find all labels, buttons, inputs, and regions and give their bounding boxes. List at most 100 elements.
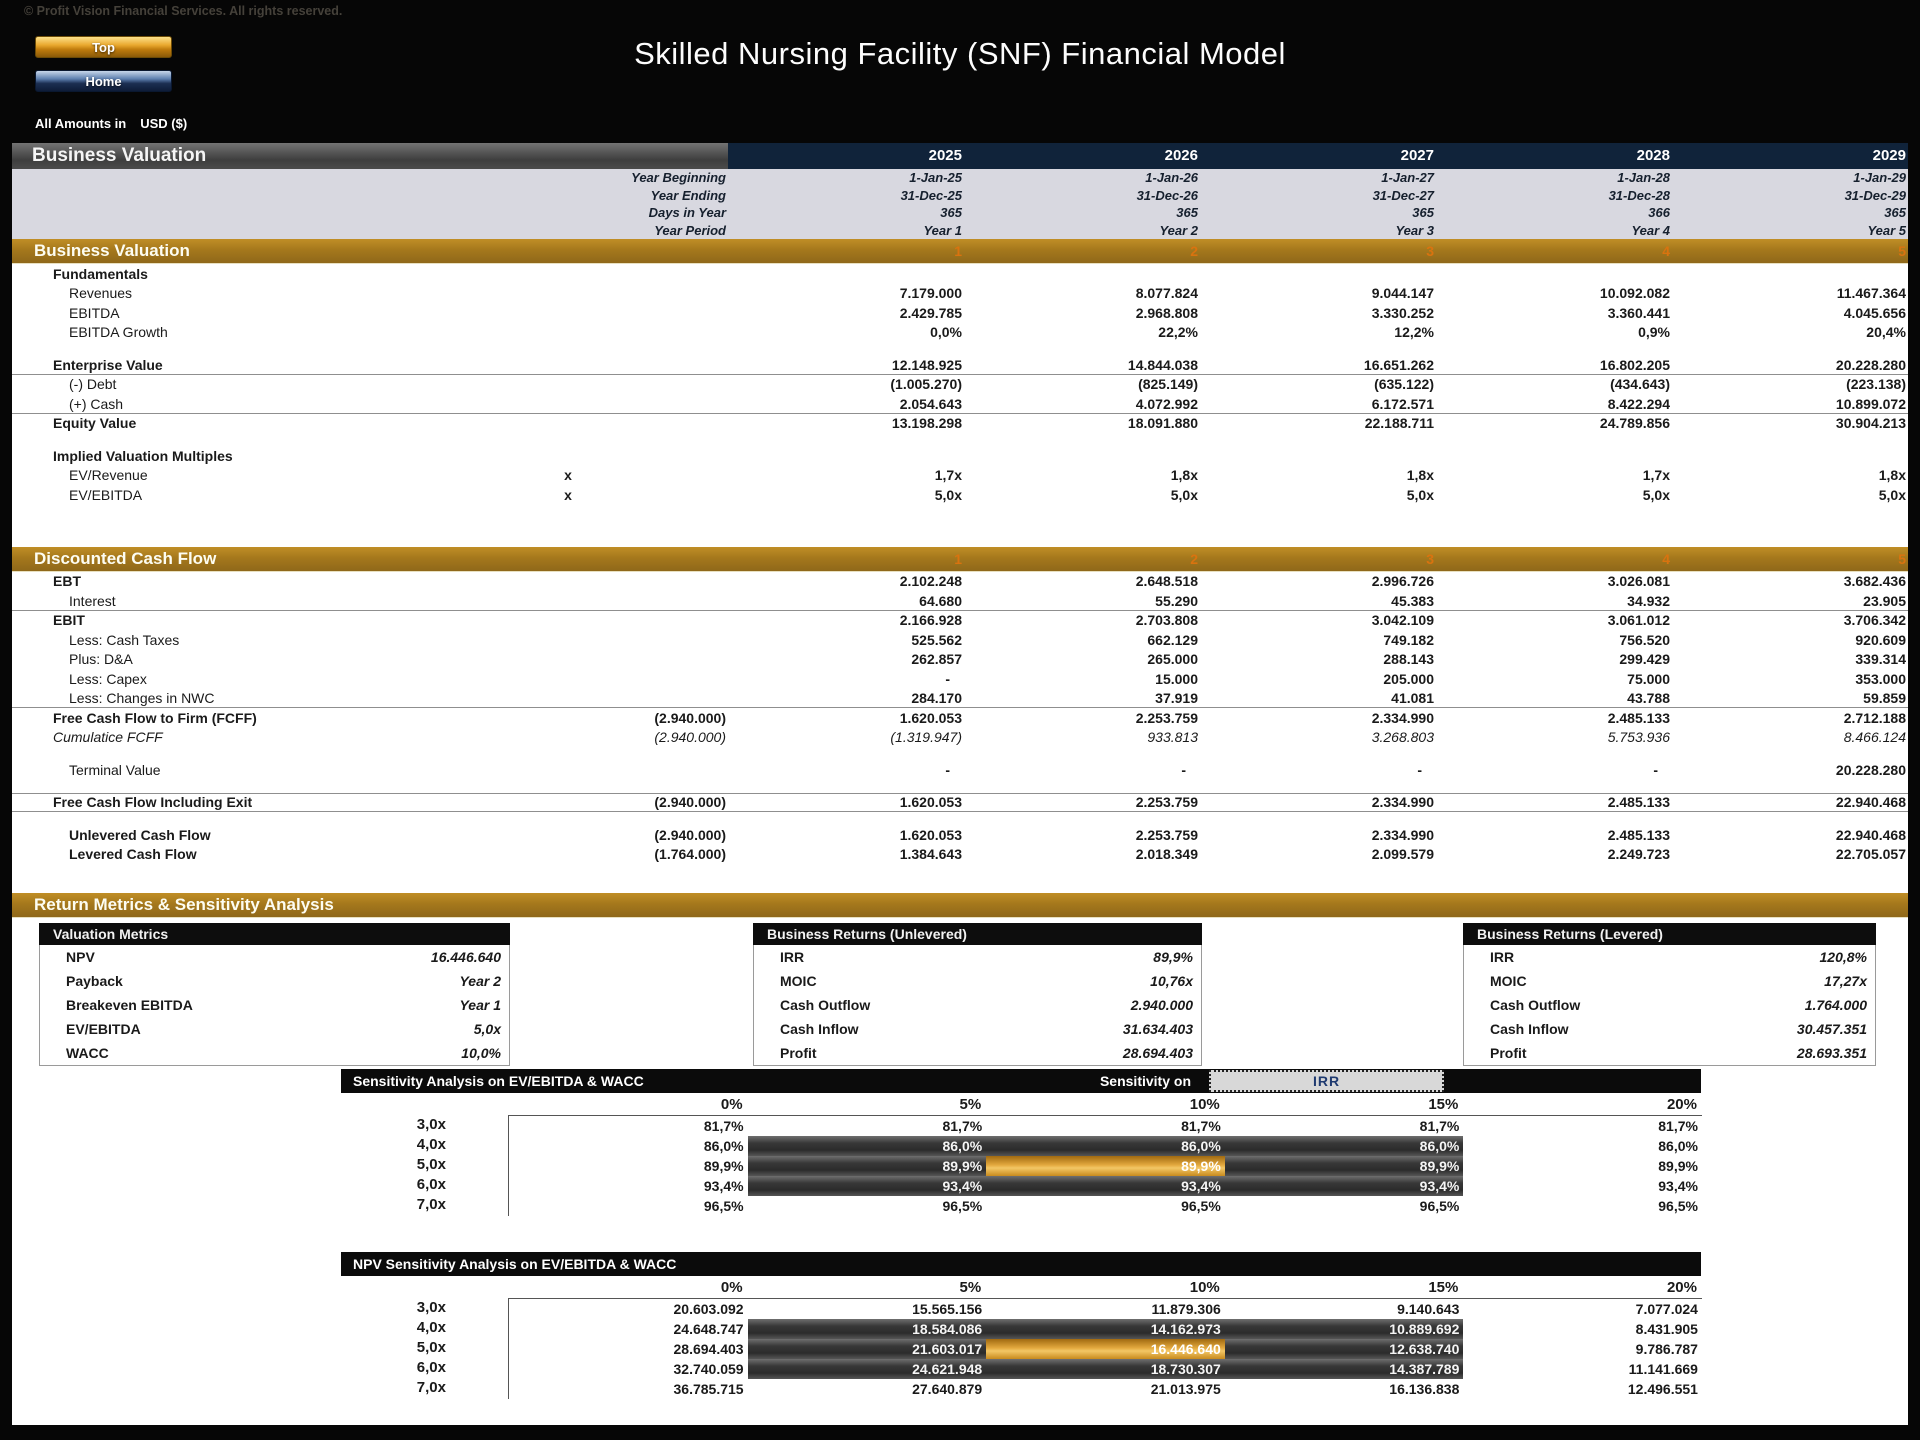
table-row: Less: Capex - 15.000 205.000 75.000 353.000 [12,669,1908,689]
sensitivity-header: NPV Sensitivity Analysis on EV/EBITDA & … [341,1252,1701,1276]
sens-cell: 21.603.017 [747,1339,987,1359]
cell-value: 3.682.436 [1843,573,1906,590]
row-label: Implied Valuation Multiples [53,447,233,464]
sensitivity-header: Sensitivity Analysis on EV/EBITDA & WACC… [341,1069,1701,1093]
cell-value: (434.643) [1610,376,1670,393]
year-info-value: 1-Jan-27 [1381,170,1434,186]
cell-value: 5,0x [1406,486,1434,503]
metric-label: MOIC [780,973,817,989]
section-bar-return-metrics: Return Metrics & Sensitivity Analysis [12,893,1908,918]
cell-value: 5,0x [934,486,962,503]
sensitivity-row-headers: 3,0x 4,0x 5,0x 6,0x 7,0x [341,1298,508,1399]
metric-label: Cash Inflow [780,1021,859,1037]
row-label: Less: Capex [69,670,147,687]
cell-value: 12,2% [1394,324,1434,341]
metric-box-title: Business Returns (Unlevered) [753,923,1202,945]
table-row: Enterprise Value 12.148.925 14.844.038 16.6… [12,355,1908,375]
cell-value: 64.680 [919,592,962,609]
unit-cell: (2.940.000) [654,794,726,811]
col-header: 20% [1666,1278,1697,1296]
cell-value: 2.485.133 [1607,709,1670,726]
metric-label: Profit [780,1045,817,1061]
sensitivity-row: 24.648.747 18.584.086 14.162.973 10.889.692… [509,1319,1702,1339]
sens-cell: 86,0% [747,1136,987,1156]
metric-box-1: Valuation Metrics NPV 16.446.640 Payback Yea… [39,923,510,1066]
cell-value: (223.138) [1846,376,1906,393]
sensitivity-grid: 20.603.092 15.565.156 11.879.306 9.140.643 7… [508,1298,1702,1399]
cell-value: 9.044.147 [1371,285,1434,302]
sens-cell: 93,4% [1658,1178,1698,1194]
sheet-area: Business Valuation 2025 2026 2027 2028 2029 … [12,143,1908,1425]
row-label: Free Cash Flow Including Exit [53,794,253,811]
cell-value: 55.290 [1155,592,1198,609]
metric-value: 31.634.403 [1122,1021,1193,1037]
metric-label: NPV [66,949,95,965]
metric-row: Cash Outflow 1.764.000 [1464,993,1875,1017]
sens-cell: 28.694.403 [673,1341,744,1357]
cell-value: 8.422.294 [1607,395,1670,412]
metric-row: IRR 89,9% [754,945,1201,969]
sens-cell: 24.648.747 [673,1321,744,1337]
cell-value: 205.000 [1383,670,1434,687]
cell-value: 34.932 [1627,592,1670,609]
col-header: 20% [1666,1095,1697,1113]
cell-value: 2.334.990 [1371,709,1434,726]
year-info-label: Year Period [654,222,726,238]
digit-spacer [12,239,728,263]
page-title: Skilled Nursing Facility (SNF) Financial… [634,36,1286,71]
cell-value: 2.648.518 [1135,573,1198,590]
table-row: EV/Revenue x 1,7x 1,8x 1,8x 1,7x 1,8x [12,466,1908,486]
statement-sections: Business Valuation 1 2 3 4 5 Fundamentals Reven… [12,239,1908,864]
cell-value: 262.857 [911,651,962,668]
table-row: EBITDA 2.429.785 2.968.808 3.330.252 3.360.4… [12,303,1908,323]
metric-row: Breakeven EBITDA Year 1 [40,993,509,1017]
section-title: Return Metrics & Sensitivity Analysis [34,895,334,914]
cell-value: 59.859 [1863,690,1906,707]
sensitivity-metric-selector[interactable]: IRR [1209,1070,1444,1092]
sens-cell: 9.140.643 [1397,1301,1460,1317]
year-info-value: 1-Jan-28 [1617,170,1670,186]
cell-value: 3.061.012 [1607,612,1670,629]
row-label: Less: Cash Taxes [69,631,180,648]
cell-value: 30.904.213 [1835,415,1906,432]
metric-label: IRR [780,949,805,965]
cell-value: 3.360.441 [1607,304,1670,321]
cell-value: 4.072.992 [1135,395,1198,412]
cell-value: - [1181,761,1186,778]
table-row: (-) Debt (1.005.270) (825.149) (635.122) (43… [12,375,1908,395]
table-row: EBITDA Growth 0,0% 22,2% 12,2% 0,9% 20,4% [12,323,1908,343]
period-digits: 1 2 3 4 5 [12,547,1908,571]
cell-value: 284.170 [911,690,962,707]
table-row: Implied Valuation Multiples [12,446,1908,466]
row-label: Terminal Value [69,761,161,778]
cell-value: 2.703.808 [1135,612,1198,629]
period-digit: 1 [954,550,962,567]
sens-cell: 86,0% [986,1136,1225,1156]
sens-cell: 14.387.789 [1224,1359,1464,1379]
row-header: 7,0x [416,1379,446,1396]
row-label: Free Cash Flow to Firm (FCFF) [53,709,257,726]
row-header: 6,0x [416,1359,446,1376]
row-label: Less: Changes in NWC [69,690,215,707]
period-digit: 4 [1662,550,1670,567]
unit-cell: x [564,486,572,503]
row-header: 6,0x [416,1176,446,1193]
metric-row: WACC 10,0% [40,1041,509,1065]
metric-row: Payback Year 2 [40,969,509,993]
row-label: Revenues [69,285,133,302]
blank-row [12,780,1908,793]
cell-value: 5,0x [1170,486,1198,503]
row-label: Equity Value [53,415,137,432]
cell-value: 1,7x [934,467,962,484]
cell-value: 2.968.808 [1135,304,1198,321]
table-row: Revenues 7.179.000 8.077.824 9.044.147 10.09… [12,284,1908,304]
home-button[interactable]: Home [35,70,172,92]
col-header: 0% [720,1278,743,1296]
metric-value: Year 1 [459,997,501,1013]
sheet-title: Business Valuation [12,143,728,169]
year-info-value: 31-Dec-27 [1372,187,1434,203]
top-button[interactable]: Top [35,36,172,58]
cell-value: 299.429 [1619,651,1670,668]
row-label: Interest [69,592,116,609]
period-digit: 3 [1426,243,1434,259]
